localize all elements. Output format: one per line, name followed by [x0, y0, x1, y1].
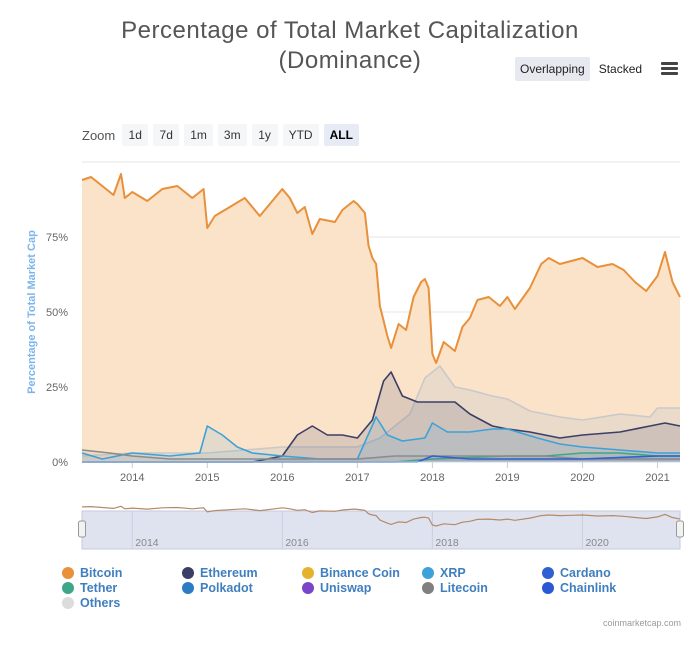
zoom-all-button[interactable]: ALL	[323, 124, 359, 146]
legend-marker	[62, 567, 74, 579]
legend-label: Litecoin	[440, 581, 488, 595]
legend-label: Binance Coin	[320, 566, 400, 580]
zoom-bar: Zoom 1d 7d 1m 3m 1y YTD ALL	[82, 124, 359, 146]
legend-marker	[422, 567, 434, 579]
area-others	[82, 366, 680, 462]
x-tick-label: 2016	[270, 472, 294, 484]
legend-label: Polkadot	[200, 581, 253, 595]
legend-label: Chainlink	[560, 581, 617, 595]
navigator[interactable]: 2014 2016 2018 2020	[0, 505, 699, 555]
hamburger-menu-icon[interactable]	[661, 62, 678, 76]
x-tick-label: 2020	[570, 472, 594, 484]
view-toggle: Overlapping Stacked	[515, 57, 647, 81]
legend-marker	[542, 567, 554, 579]
line-cardano	[82, 455, 680, 463]
navigator-right-handle[interactable]	[676, 520, 684, 538]
area-cardano	[82, 456, 680, 462]
zoom-1m-button[interactable]: 1m	[184, 124, 213, 146]
zoom-7d-button[interactable]: 7d	[153, 124, 180, 146]
legend-label: Others	[80, 596, 121, 610]
stacked-button[interactable]: Stacked	[598, 62, 643, 76]
legend-item-xrp[interactable]: XRP	[422, 566, 466, 580]
x-tick-label: 2015	[195, 472, 219, 484]
navigator-left-handle[interactable]	[78, 520, 86, 538]
zoom-3m-button[interactable]: 3m	[217, 124, 247, 146]
legend-marker	[422, 582, 434, 594]
x-tick-label: 2017	[345, 472, 369, 484]
legend-item-polkadot[interactable]: Polkadot	[182, 581, 253, 595]
legend-marker	[302, 582, 314, 594]
zoom-ytd-button[interactable]: YTD	[282, 124, 319, 146]
x-tick-label: 2021	[645, 472, 669, 484]
legend-item-tether[interactable]: Tether	[62, 581, 117, 595]
y-tick-label: 50%	[46, 307, 68, 319]
area-bitcoin	[82, 174, 680, 462]
zoom-1y-button[interactable]: 1y	[251, 124, 278, 146]
navigator-range	[81, 510, 681, 550]
chart-title-line2: (Dominance)	[278, 47, 422, 74]
zoom-label: Zoom	[82, 127, 116, 143]
y-tick-label: 25%	[46, 382, 68, 394]
zoom-1d-button[interactable]: 1d	[122, 124, 149, 146]
legend-label: XRP	[440, 566, 466, 580]
legend-marker	[542, 582, 554, 594]
overlapping-button[interactable]: Overlapping	[515, 57, 590, 81]
y-tick-label: 0%	[52, 457, 68, 469]
x-tick-label: 2014	[120, 472, 144, 484]
area-ethereum	[82, 372, 680, 462]
legend-label: Bitcoin	[80, 566, 123, 580]
legend-marker	[302, 567, 314, 579]
credits: coinmarketcap.com	[602, 618, 681, 628]
legend-marker	[62, 582, 74, 594]
legend-item-litecoin[interactable]: Litecoin	[422, 581, 488, 595]
legend-item-bitcoin[interactable]: Bitcoin	[62, 566, 122, 580]
legend-marker	[182, 567, 194, 579]
navigator-tick-label: 2020	[585, 537, 609, 549]
line-others	[81, 365, 680, 457]
legend-item-binance-coin[interactable]: Binance Coin	[302, 566, 400, 580]
y-tick-label: 75%	[46, 232, 68, 244]
navigator-tick-label: 2018	[435, 537, 459, 549]
line-ethereum	[82, 371, 681, 463]
chart-title-line1: Percentage of Total Market Capitalizatio…	[121, 17, 579, 44]
legend-label: Tether	[80, 581, 118, 595]
x-tick-label: 2019	[495, 472, 519, 484]
legend-item-chainlink[interactable]: Chainlink	[542, 581, 616, 595]
legend-item-cardano[interactable]: Cardano	[542, 566, 611, 580]
legend-marker	[62, 597, 74, 609]
legend-item-others[interactable]: Others	[62, 596, 120, 610]
legend-label: Cardano	[560, 566, 611, 580]
legend-item-ethereum[interactable]: Ethereum	[182, 566, 258, 580]
y-axis-label: Percentage of Total Market Cap	[26, 230, 38, 394]
legend-marker	[182, 582, 194, 594]
legend-item-uniswap[interactable]: Uniswap	[302, 581, 371, 595]
area-xrp	[82, 417, 680, 462]
navigator-tick-label: 2014	[135, 537, 159, 549]
line-litecoin	[81, 449, 680, 460]
line-bitcoin	[81, 173, 681, 364]
navigator-tick-label: 2016	[285, 537, 309, 549]
legend-label: Uniswap	[320, 581, 372, 595]
navigator-series-line	[81, 505, 681, 527]
line-xrp	[81, 416, 680, 460]
chart-title: Percentage of Total Market Capitalizatio…	[60, 16, 640, 76]
dominance-chart: 0% 25% 50% 75% 2014 2015 2016 2017 2018 2019 2020 2…	[26, 161, 681, 484]
legend-label: Ethereum	[200, 566, 258, 580]
x-tick-label: 2018	[420, 472, 444, 484]
